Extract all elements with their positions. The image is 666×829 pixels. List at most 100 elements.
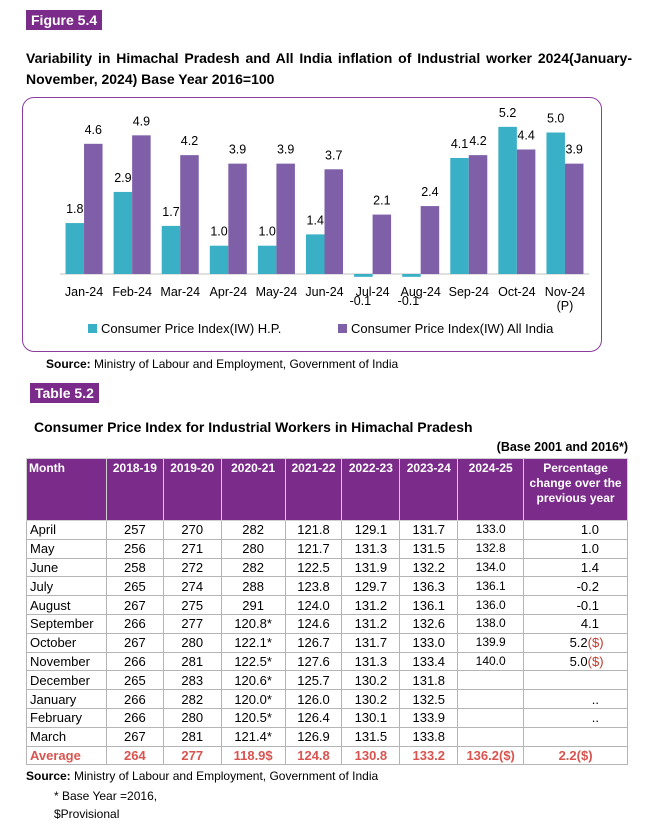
cell-text: 280	[181, 710, 204, 726]
cell-value: 122.1*	[220, 632, 286, 653]
data-label: 4.9	[133, 114, 150, 128]
cell-value: 122.5	[284, 557, 343, 578]
cell-text: September	[30, 616, 94, 632]
cell-text: 280	[181, 635, 204, 651]
x-tick-label: Jun-24	[305, 285, 343, 299]
cell-value: 131.8	[399, 670, 459, 691]
cell-text: 136.1	[475, 578, 506, 593]
bar-all-india	[84, 143, 103, 274]
cell-text: 267	[124, 597, 146, 613]
cell-value: 120.5*	[220, 707, 286, 728]
cell-text: 132.6	[412, 616, 446, 632]
cell-text: 130.1	[354, 710, 388, 726]
data-label: 4.1	[451, 137, 468, 151]
cell-value: 136.1	[457, 576, 525, 597]
table-row: March 267 281 121.4* 126.9 131.5 133.8	[26, 726, 628, 747]
cell-text: 125.7	[297, 672, 330, 688]
cell-value: 133.0	[399, 632, 459, 653]
header-2018-19: 2018-19	[105, 458, 164, 521]
legend-swatch	[338, 324, 347, 333]
header-percentage-change: Percentage change over the previous year	[523, 458, 628, 521]
note-provisional: $Provisional	[54, 807, 120, 821]
x-tick-label: May-24	[256, 285, 298, 299]
data-label: 2.4	[421, 185, 438, 199]
cell-value: 130.2	[341, 689, 401, 709]
cell-month: February	[26, 707, 107, 728]
data-label: 1.0	[210, 225, 227, 239]
x-tick-label: Feb-24	[112, 285, 152, 299]
cell-text: 129.1	[354, 522, 388, 538]
cell-percentage	[523, 726, 628, 747]
cell-text: 136.3	[412, 578, 446, 594]
cell-text: August	[30, 597, 71, 613]
cell-text: 127.6	[297, 653, 330, 669]
bar-all-india	[468, 155, 488, 274]
cell-text: 130.2	[354, 691, 388, 707]
cell-value: 131.3	[341, 538, 401, 559]
figure-source-text: Ministry of Labour and Employment, Gover…	[90, 357, 399, 371]
cell-text: 266	[124, 691, 146, 707]
cell-text: 132.8	[475, 541, 506, 556]
bar-all-india	[180, 155, 199, 274]
data-label: 4.2	[181, 134, 198, 148]
cell-text: 4.1	[580, 616, 599, 632]
table-row-average: Average 264 277 118.9$ 124.8 130.8 133.2 136.2(…	[26, 745, 628, 766]
cell-value: 282	[220, 557, 286, 578]
table-row: June 258 272 282 122.5 131.9 132.2 134.0 1.4	[26, 557, 628, 578]
cell-text: 265	[124, 578, 146, 594]
table-notes: * Base Year =2016, $Provisional	[54, 787, 157, 823]
cell-percentage: 1.4	[523, 557, 628, 578]
cell-value: 131.2	[341, 595, 401, 615]
table-row: December 265 283 120.6* 125.7 130.2 131.8	[26, 670, 628, 691]
data-label: 2.1	[373, 194, 390, 208]
cell-month: January	[26, 689, 107, 709]
header-2023-24: 2023-24	[399, 458, 459, 521]
data-label: 5.0	[547, 112, 564, 126]
figure-title: Variability in Himachal Pradesh and All …	[26, 50, 632, 87]
cell-value: 266	[105, 689, 164, 709]
cell-text: 267	[124, 635, 146, 651]
table-row: April 257 270 282 121.8 129.1 131.7 133.0 1.0	[26, 520, 628, 540]
data-label: 1.0	[258, 225, 275, 239]
data-label: 1.7	[162, 205, 179, 219]
cell-text: -0.1	[576, 597, 599, 613]
cell-text: 131.2	[354, 616, 388, 632]
table-row: January 266 282 120.0* 126.0 130.2 132.5..	[26, 689, 628, 709]
cell-text: 258	[124, 559, 146, 575]
cell-text: 131.5	[354, 729, 388, 745]
bar-hp	[65, 223, 85, 274]
cell-text: 131.8	[412, 672, 446, 688]
data-label: 3.7	[325, 148, 342, 162]
cell-text: March	[30, 729, 67, 745]
bar-all-india	[372, 214, 392, 274]
cell-average-value: 136.2($)	[457, 745, 525, 766]
cell-text: 271	[181, 541, 204, 557]
cell-value: 275	[162, 595, 222, 615]
cell-text: 133.0	[475, 522, 506, 537]
bar-hp	[209, 245, 229, 274]
cell-text: 131.3	[354, 653, 388, 669]
header-2021-22: 2021-22	[284, 458, 343, 521]
bar-hp	[354, 274, 373, 277]
cell-text: 288	[242, 578, 264, 594]
cell-text: 129.7	[354, 578, 388, 594]
x-tick-label-sub: (P)	[557, 299, 574, 313]
cell-value: 133.0	[457, 520, 525, 540]
cell-value: 126.9	[284, 726, 343, 747]
cell-text: 139.9	[475, 635, 506, 650]
cell-average-value: 124.8	[284, 745, 343, 766]
cell-text: 266	[124, 653, 146, 669]
cell-value: 267	[105, 595, 164, 615]
x-tick-label: Apr-24	[210, 285, 248, 299]
cell-value: 121.7	[284, 538, 343, 559]
cell-value	[457, 689, 525, 709]
table-row: May 256 271 280 121.7 131.3 131.5 132.8 1.0	[26, 538, 628, 559]
cell-value: 121.8	[284, 520, 343, 540]
cell-text: 267	[124, 729, 146, 745]
cell-text: June	[30, 559, 59, 575]
cell-value: 139.9	[457, 632, 525, 653]
cell-text: 131.3	[354, 541, 388, 557]
cell-value: 120.8*	[220, 613, 286, 634]
cell-percentage: ..	[523, 689, 628, 709]
cell-average-value: 277	[162, 745, 222, 766]
